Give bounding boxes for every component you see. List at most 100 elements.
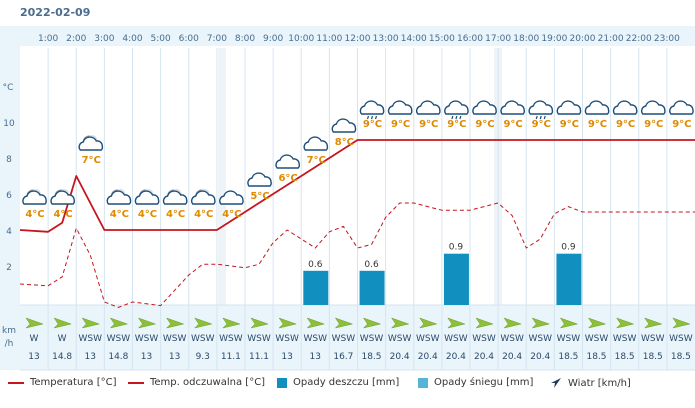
temp-value-label: 7°C [82,155,101,166]
wind-speed-label: 13 [141,352,152,362]
hour-label: 6:00 [179,34,199,44]
rain-bar [359,270,385,305]
cloud-shape [500,100,525,115]
wind-speed-label: 9.3 [196,352,210,362]
cloud-shape [50,190,75,205]
y-tick-label: 4 [6,227,12,237]
cloud-shape [190,190,216,205]
y-unit-label: °C [3,83,14,93]
cloud-icon [247,172,272,187]
wind-arrow-shape [531,317,551,329]
legend-rain-label: Opady deszczu [mm] [293,377,400,388]
rain-bar-label: 0.9 [561,243,576,253]
y-axis-band [0,26,20,370]
temp-value-label: 4°C [194,209,213,220]
temp-value-label: 9°C [672,119,691,130]
temp-value-label: 7°C [307,155,326,166]
temp-value-label: 9°C [447,119,466,130]
wind-direction-label: WSW [585,334,609,344]
temp-value-label: 4°C [166,209,185,220]
cloud-icon [472,100,497,115]
hour-label: 11:00 [316,34,342,44]
wind-direction-label: WSW [613,334,637,344]
wind-speed-label: 18.5 [615,352,635,362]
legend-temp-label: Temperatura [°C] [30,377,117,388]
wind-direction-label: WSW [641,334,665,344]
forecast-date: 2022-02-09 [20,6,91,19]
wind-arrow-shape [165,317,185,329]
hour-header-band [20,26,695,46]
wind-direction-label: WSW [388,334,412,344]
wind-speed-label: 13 [28,352,39,362]
hour-label: 13:00 [373,34,399,44]
rain-bar-label: 0.6 [308,260,323,270]
hour-label: 18:00 [513,34,539,44]
legend-feel-swatch [128,381,144,384]
wind-arrow-shape [475,317,494,329]
cloud-icon [640,100,666,115]
wind-speed-label: 20.4 [418,352,438,362]
weather-chart: 1:00 2:00 3:00 4:00 5:00 6:00 7:00 8:00 9:00 10:0… [0,26,695,371]
wind-arrow-icon [551,378,561,388]
cloud-icon [669,100,694,115]
wind-arrow-icon [503,317,523,329]
y-tick-label: 2 [6,263,12,273]
wind-arrow-icon [165,317,185,329]
wind-arrow-shape [503,317,523,329]
cloud-shape [472,100,497,115]
wind-direction-label: WSW [219,334,243,344]
legend-temp-swatch [8,381,24,384]
cloud-icon [387,100,413,115]
wind-direction-label: WSW [275,334,299,344]
cloud-icon [584,100,610,115]
wind-arrow-icon [587,317,607,329]
cloud-shape [640,100,666,115]
cloud-icon [219,190,244,205]
cloud-shape [219,190,244,205]
cloud-shape [556,100,582,115]
wind-arrow-shape [643,317,663,329]
wind-direction-label: WSW [163,334,187,344]
wind-speed-label: 20.4 [502,352,522,362]
temp-value-label: 9°C [532,119,551,130]
cloud-icon [500,100,525,115]
cloud-shape [359,100,385,115]
wind-speed-label: 20.4 [474,352,494,362]
cloud-icon [612,100,638,115]
hour-label: 1:00 [38,34,58,44]
temp-value-label: 9°C [391,119,410,130]
y-tick-label: 8 [6,155,12,165]
wind-arrow-icon [362,317,382,329]
wind-speed-label: 20.4 [390,352,410,362]
temp-value-label: 4°C [25,209,44,220]
cloud-shape [106,190,132,205]
temp-value-label: 6°C [278,173,297,184]
wind-arrow-shape [81,317,101,329]
cloud-icon [444,100,469,120]
hour-label: 17:00 [485,34,511,44]
hour-label: 23:00 [654,34,680,44]
hour-label: 20:00 [570,34,596,44]
rain-bar-label: 0.9 [449,243,464,253]
wind-arrow-shape [222,317,241,329]
hour-label: 22:00 [626,34,652,44]
wind-speed-label: 13 [281,352,292,362]
cloud-shape [612,100,638,115]
wind-speed-label: 18.5 [586,352,606,362]
wind-speed-label: 11.1 [221,352,241,362]
cloud-shape [584,100,610,115]
cloud-icon [22,189,47,205]
cloud-shape [387,100,413,115]
cloud-icon [359,100,385,120]
cloud-icon [415,100,441,115]
temp-value-label: 9°C [560,119,579,130]
temp-value-label: 9°C [419,119,438,130]
wind-speed-label: 13 [85,352,96,362]
cloud-icon [556,100,582,115]
night-shade [218,48,226,305]
temp-value-label: 5°C [250,191,269,202]
cloud-shape [78,136,104,151]
legend-rain: Opady deszczu [mm] [277,377,399,388]
wind-arrow-icon [672,317,691,329]
temp-value-label: 9°C [588,119,607,130]
